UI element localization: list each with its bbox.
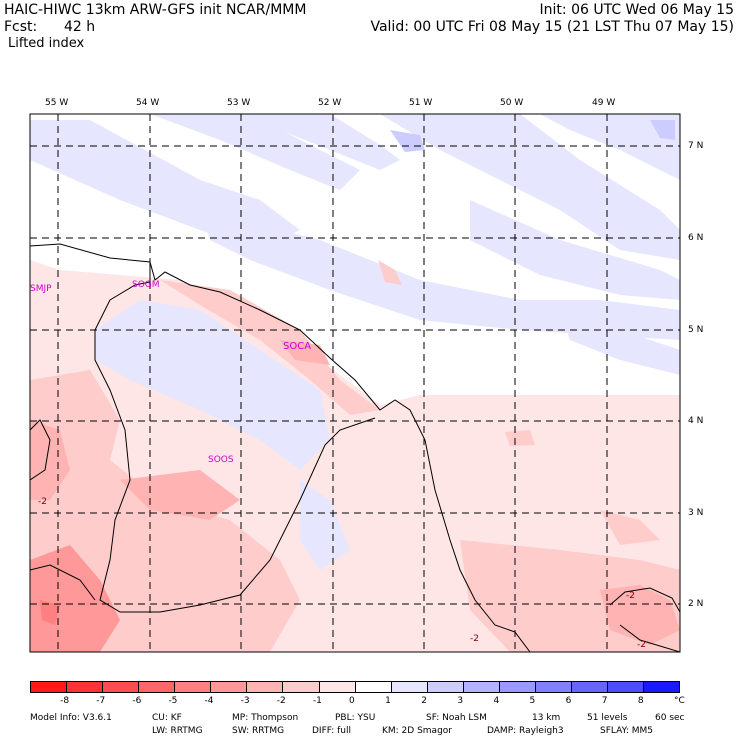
lat-label: 2 N <box>688 599 704 609</box>
legend-tick-label: 4 <box>493 696 500 706</box>
legend-tick-label: 0 <box>349 696 355 706</box>
legend-swatch <box>211 682 248 692</box>
model-title: HAIC-HIWC 13km ARW-GFS init NCAR/MMM <box>4 2 307 18</box>
legend-tick-label: -5 <box>168 696 178 706</box>
map-frame <box>29 113 681 653</box>
lat-label: 5 N <box>688 325 704 335</box>
footer-mp: MP: Thompson <box>232 713 299 723</box>
legend-tick-label: 7 <box>601 696 608 706</box>
lon-label: 54 W <box>136 98 160 108</box>
valid-time: Valid: 00 UTC Fri 08 May 15 (21 LST Thu … <box>370 19 734 35</box>
legend-swatch <box>463 682 500 692</box>
footer-damp: DAMP: Rayleigh3 <box>487 726 564 736</box>
station-label: SMJP <box>30 284 52 294</box>
legend-tick-label: -4 <box>204 696 214 706</box>
contour-lines <box>30 419 680 652</box>
lon-label: 51 W <box>409 98 433 108</box>
lon-label: 55 W <box>45 98 69 108</box>
legend-tick-label: 8 <box>637 696 644 706</box>
legend-swatch <box>427 682 464 692</box>
shading-layer <box>30 114 680 652</box>
legend-swatch <box>608 682 645 692</box>
footer-model-info: Model Info: V3.6.1 <box>30 713 112 723</box>
contour-label: -2 <box>38 497 47 507</box>
lat-label: 4 N <box>688 416 704 426</box>
footer-lw: LW: RRTMG <box>152 726 203 736</box>
lon-label: 49 W <box>592 98 616 108</box>
contour-label: -2 <box>470 634 479 644</box>
legend-swatch <box>535 682 572 692</box>
legend-swatch <box>319 682 356 692</box>
lon-label: 53 W <box>227 98 251 108</box>
lon-label: 52 W <box>318 98 342 108</box>
forecast-label: Fcst: <box>4 19 38 35</box>
footer-diff: DIFF: full <box>312 726 352 736</box>
contour-label: -2 <box>637 640 646 650</box>
legend-swatch <box>175 682 212 692</box>
coastline-borders <box>30 243 531 652</box>
graticule <box>30 114 680 652</box>
station-label: SOOS <box>208 455 234 465</box>
footer-cu: CU: KF <box>152 713 182 723</box>
legend-tick-label: -7 <box>96 696 106 706</box>
footer-km: KM: 2D Smagor <box>382 726 452 736</box>
legend-tick-label: -8 <box>60 696 70 706</box>
legend-tick-label: 6 <box>565 696 572 706</box>
legend-swatch <box>139 682 176 692</box>
legend-tick-label: -3 <box>240 696 250 706</box>
legend-swatch <box>247 682 284 692</box>
station-label: SOGM <box>132 280 160 290</box>
field-name: Lifted index <box>8 36 85 51</box>
legend-tick-label: 5 <box>529 696 536 706</box>
lat-label: 7 N <box>688 141 704 151</box>
station-label: SOCA <box>283 341 312 352</box>
footer-sflay: SFLAY: MM5 <box>600 726 654 736</box>
legend-swatch <box>499 682 536 692</box>
legend-unit: °C <box>674 696 685 706</box>
legend-swatch <box>644 682 680 692</box>
legend-tick-label: -2 <box>276 696 286 706</box>
forecast-hours: 42 h <box>64 19 96 35</box>
legend-swatch <box>283 682 320 692</box>
legend-swatch <box>31 682 68 692</box>
footer-sw: SW: RRTMG <box>232 726 285 736</box>
legend-tick-label: -1 <box>312 696 322 706</box>
init-time: Init: 06 UTC Wed 06 May 15 <box>539 2 734 18</box>
footer-pbl: PBL: YSU <box>335 713 376 723</box>
legend-swatch <box>391 682 428 692</box>
legend-swatch <box>103 682 140 692</box>
color-legend <box>30 681 680 693</box>
footer-levels: 51 levels <box>587 713 628 723</box>
legend-tick-label: -6 <box>132 696 142 706</box>
footer-timestep: 60 sec <box>655 713 685 723</box>
legend-tick-label: 3 <box>457 696 464 706</box>
legend-swatch <box>355 682 392 692</box>
footer-sf: SF: Noah LSM <box>426 713 487 723</box>
contour-label: -2 <box>626 591 635 601</box>
footer-resolution: 13 km <box>532 713 561 723</box>
lat-label: 3 N <box>688 508 704 518</box>
legend-swatch <box>67 682 104 692</box>
lon-label: 50 W <box>500 98 524 108</box>
lat-label: 6 N <box>688 233 704 243</box>
legend-tick-label: 2 <box>421 696 427 706</box>
legend-tick-label: 1 <box>385 696 391 706</box>
legend-swatch <box>571 682 608 692</box>
